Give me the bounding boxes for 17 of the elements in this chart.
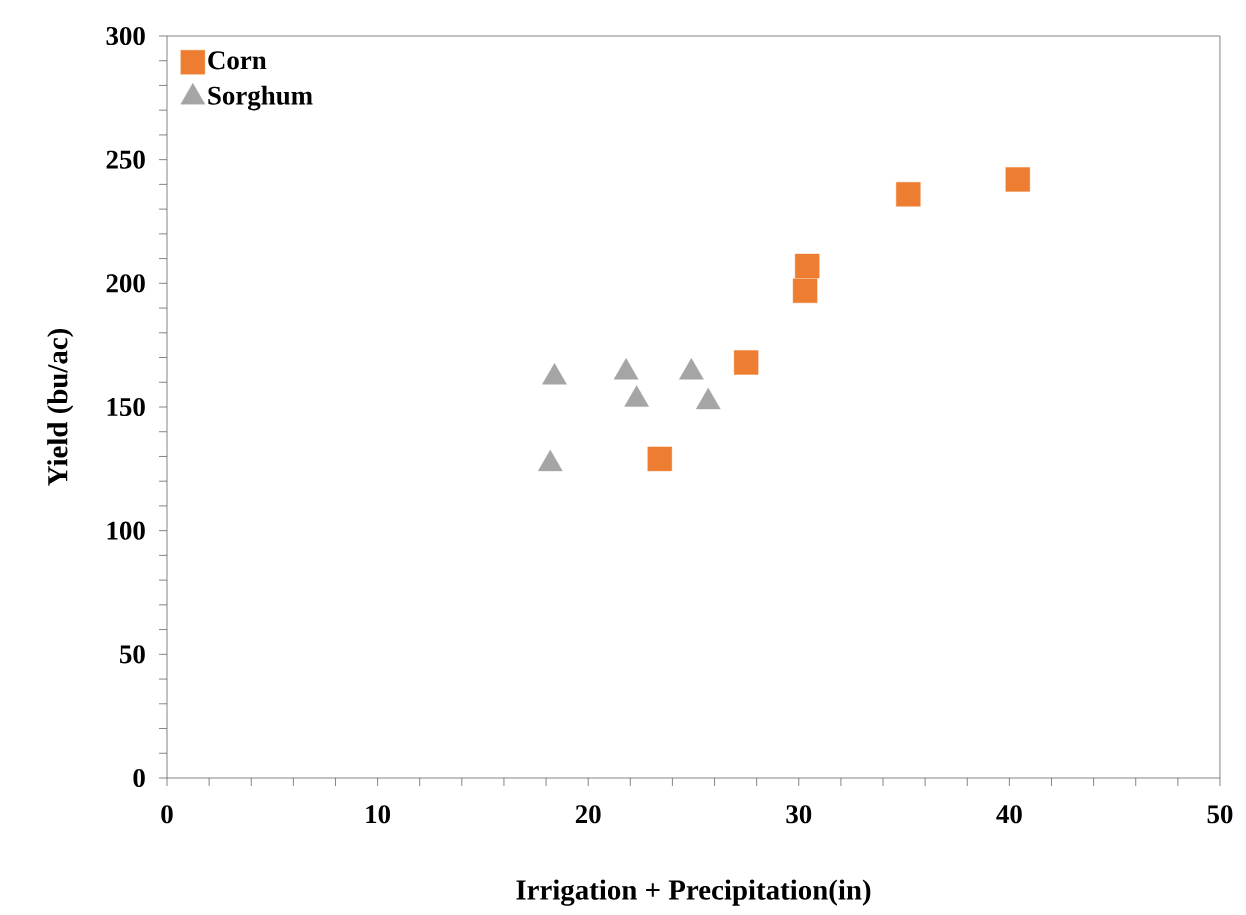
- y-tick-label: 250: [106, 150, 145, 169]
- y-tick-label: 100: [107, 521, 145, 540]
- y-tick-label: 0: [133, 768, 145, 788]
- x-tick-label: 50: [1207, 805, 1233, 824]
- y-tick-label: 150: [107, 397, 145, 417]
- y-tick-label: 300: [106, 26, 145, 46]
- y-tick-label: 200: [106, 274, 145, 293]
- y-tick-label: 50: [120, 645, 145, 664]
- legend-label: Sorghum: [208, 85, 313, 111]
- x-tick-label: 30: [786, 805, 812, 824]
- y-axis-title: Yield (bu/ac): [47, 329, 74, 486]
- x-tick-label: 40: [996, 805, 1022, 824]
- x-axis-title: Irrigation + Precipitation(in): [516, 879, 871, 906]
- x-tick-label: 0: [161, 805, 173, 824]
- x-tick-label: 20: [575, 805, 601, 824]
- x-tick-label: 10: [366, 805, 391, 824]
- legend-label: Corn: [208, 51, 267, 70]
